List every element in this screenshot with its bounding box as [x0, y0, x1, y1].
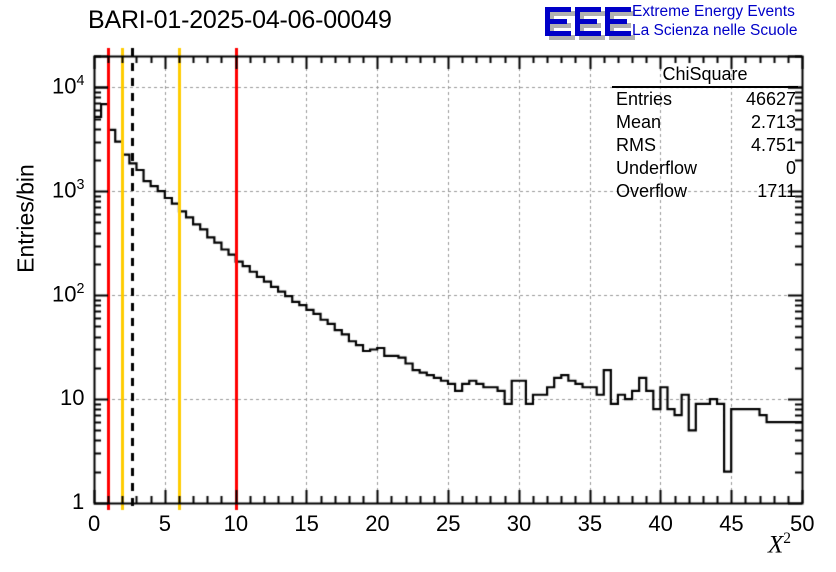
y-tick-label: 102 [52, 281, 84, 307]
x-axis-title-base: X [768, 531, 784, 559]
y-tick-exponent: 3 [76, 177, 85, 194]
y-tick-mantissa: 1 [72, 489, 85, 514]
y-tick-label: 103 [52, 177, 84, 203]
stats-row: Entries 46627 [612, 88, 798, 111]
eee-logo [543, 2, 833, 44]
stats-row-value: 1711 [757, 181, 796, 201]
y-tick-label: 10 [60, 385, 84, 411]
stats-box: ChiSquare Entries 46627 Mean 2.713 RMS 4.751 U… [612, 64, 798, 203]
stats-row-label: Entries [616, 89, 673, 109]
x-tick-label: 20 [365, 511, 390, 536]
stats-row-value: 46627 [745, 89, 796, 109]
x-axis-title: X2 [768, 530, 791, 559]
page-title: BARI-01-2025-04-06-00049 [88, 6, 392, 34]
stats-row-value: 2.713 [750, 112, 796, 132]
stats-row: RMS 4.751 [612, 134, 798, 157]
x-tick-label: 15 [294, 511, 319, 536]
stats-row: Overflow 1711 [612, 180, 798, 203]
eee-tagline-line1: Extreme Energy Events [632, 3, 795, 20]
stats-row-value: 0 [785, 158, 796, 178]
y-axis-title: Entries/bin [12, 164, 39, 273]
y-tick-exponent: 2 [76, 281, 85, 298]
eee-logo-mark [545, 7, 635, 40]
x-tick-label: 5 [158, 511, 172, 536]
y-tick-mantissa: 10 [52, 73, 77, 99]
eee-tagline-line2: La Scienza nelle Scuole [632, 21, 798, 39]
y-tick-label: 1 [72, 489, 84, 515]
y-tick-mantissa: 10 [52, 281, 77, 307]
y-tick-mantissa: 10 [60, 385, 85, 411]
x-tick-label: 10 [223, 511, 249, 536]
x-tick-label: 50 [790, 511, 815, 536]
stats-row-label: Overflow [616, 181, 688, 201]
x-tick-label: 25 [436, 511, 461, 536]
eee-logo-text: Extreme Energy Events La Scienza nelle S… [632, 3, 797, 40]
stats-row-label: Underflow [616, 158, 698, 178]
x-axis-title-exponent: 2 [783, 530, 792, 547]
y-tick-mantissa: 10 [52, 177, 77, 203]
x-tick-label: 30 [506, 511, 532, 536]
stats-row: Mean 2.713 [612, 111, 798, 134]
x-tick-label: 45 [719, 511, 744, 536]
x-tick-label: 40 [648, 511, 673, 536]
stats-row-label: RMS [616, 135, 656, 155]
y-tick-label: 104 [52, 73, 84, 99]
stats-row: Underflow 0 [612, 157, 798, 180]
stats-row-label: Mean [616, 112, 662, 132]
stats-row-value: 4.751 [750, 135, 796, 155]
y-tick-exponent: 4 [76, 73, 85, 90]
x-tick-label: 35 [577, 511, 603, 536]
stats-title: ChiSquare [612, 64, 798, 88]
stats-rows: Entries 46627 Mean 2.713 RMS 4.751 Underflow 0 O… [612, 88, 798, 203]
x-tick-label: 0 [88, 511, 101, 536]
